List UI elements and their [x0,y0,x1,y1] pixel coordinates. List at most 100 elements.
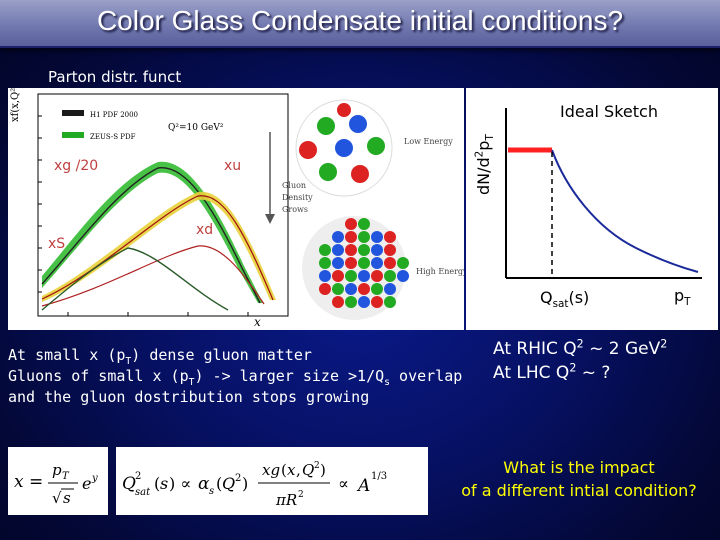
gluon-dot [332,257,344,269]
xs-curve [41,247,229,311]
gluon-dot [358,244,370,256]
svg-text:1/3: 1/3 [371,471,387,482]
svg-text:s: s [63,489,71,507]
sketch-y-label-main: dN/d [474,157,493,195]
svg-text:T: T [62,471,70,482]
svg-text:x =: x = [14,472,43,492]
arrow-text-1: Gluon [282,181,306,190]
pdf-plot-frame [37,93,289,317]
svg-text:): ) [320,461,326,479]
svg-text:,: , [296,461,301,479]
svg-text:2: 2 [135,471,141,482]
gluon-dot [384,231,396,243]
svg-text:Q: Q [122,474,136,494]
title-bar: Color Glass Condensate initial condition… [0,0,720,48]
gluon-dot [345,257,357,269]
arrow-text-3: Grows [282,205,308,214]
rhic-a: At RHIC Q [493,339,577,359]
formula-qsat-svg: Q 2 sat ( s ) ∝ α s ( Q 2 ) xg ( x , Q 2… [122,461,387,509]
sketch-y-label: dN/d2pT [474,134,497,195]
line1-b: ) dense gluon matter [131,346,312,364]
svg-text:(: ( [216,474,222,493]
gluon-dot [358,231,370,243]
svg-text:e: e [82,474,91,493]
sketch-title: Ideal Sketch [560,102,658,121]
page-title: Color Glass Condensate initial condition… [96,5,624,36]
gluon-dot [345,270,357,282]
svg-text:) ∝: ) ∝ [169,474,191,493]
gluon-dot [384,257,396,269]
xs-label: xS [48,236,65,252]
gluon-dot [384,270,396,282]
svg-text:α: α [198,474,210,494]
svg-text:√: √ [52,489,62,507]
svg-text:2: 2 [298,490,304,500]
qsat-sub: sat [552,298,569,311]
svg-text:): ) [242,474,248,493]
gluon-dot [371,244,383,256]
gluon-dot [345,218,357,230]
ideal-sketch-svg [505,108,702,279]
formula-x-svg: x = p T √ s e y [14,461,98,507]
pdf-figure: xf(x,Q²) x H1 PDF 2000 ZEUS-S PDF Q²=10 … [8,84,468,330]
line2-c: overlap [390,367,463,385]
pdf-y-axis-label: xf(x,Q²) [10,88,21,122]
gluon-dot [332,231,344,243]
gluon-dot [358,218,370,230]
explanation-line-1: At small x (pT) dense gluon matter [8,345,468,366]
svg-text:x: x [287,461,296,479]
gluon-dot [358,296,370,308]
gluon-dot [358,283,370,295]
explanation-line-3: and the gluon dostribution stops growing [8,388,370,406]
sketch-y-label-sub: T [484,134,497,141]
xd-label: xd [196,222,213,238]
gluon-dot [371,283,383,295]
gluon-dot [345,283,357,295]
sketch-falloff-curve [551,149,699,273]
lhc-a: At LHC Q [493,363,570,383]
svg-text:(: ( [154,474,160,493]
rhic-sup: 2 [576,337,584,351]
gluon-dot [319,270,331,282]
pdf-y-ticks [38,115,42,293]
pt-sub: T [684,296,691,309]
xu-label: xu [224,158,241,174]
lhc-line: At LHC Q2 ~ ? [493,361,667,385]
svg-text:A: A [356,476,370,496]
formula-x: x = p T √ s e y [8,447,108,515]
svg-text:(: ( [281,461,287,479]
line2-b: ) -> larger size >1/Q [194,367,385,385]
gluon-dot [345,296,357,308]
legend-swatch-h1 [62,110,84,116]
svg-text:xg: xg [262,461,280,479]
gluon-dot [319,257,331,269]
svg-text:Q: Q [222,474,235,493]
high-energy-nucleus [302,216,409,320]
line2-a: Gluons of small x (p [8,367,189,385]
xg-label: xg /20 [54,158,98,174]
low-energy-nucleus [295,99,393,197]
low-energy-label: Low Energy [404,137,453,146]
rhic-line: At RHIC Q2 ~ 2 GeV2 [493,337,667,361]
gluon-dot [332,296,344,308]
gluon-dot [371,296,383,308]
pt-main: p [674,286,685,305]
svg-text:p: p [52,461,62,479]
explanation-text: At small x (pT) dense gluon matter Gluon… [8,345,468,408]
pdf-x-ticks [67,312,249,316]
line2-sub: T [188,377,195,388]
svg-text:2: 2 [314,461,320,471]
gluon-dot [397,257,409,269]
gluon-dot [384,296,396,308]
line2-sub2: s [384,377,391,388]
xu-curve [41,195,274,301]
lhc-sup: 2 [569,361,577,375]
impact-line-2: of a different intial condition? [461,481,697,500]
svg-text:sat: sat [135,487,151,498]
svg-text:Q: Q [302,461,314,479]
line1-sub: T [125,356,132,367]
sketch-y-label-p: p [474,140,493,151]
rhic-b: ~ 2 GeV [583,339,661,359]
qsat-tail: (s) [568,288,590,307]
